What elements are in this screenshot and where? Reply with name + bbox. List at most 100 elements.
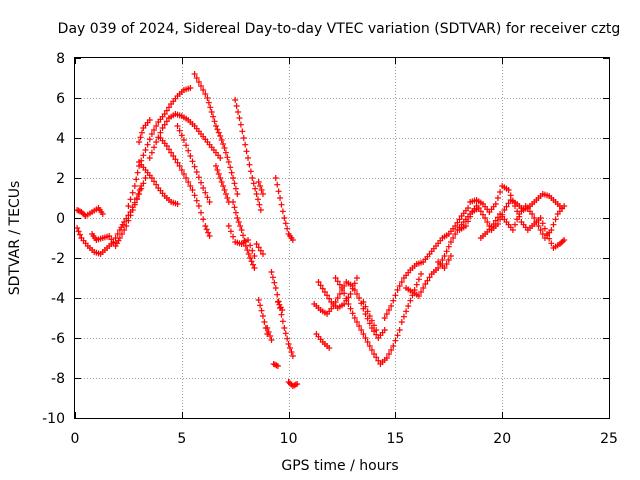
data-point bbox=[479, 211, 486, 218]
data-point bbox=[224, 154, 231, 161]
data-point bbox=[422, 281, 429, 287]
data-point bbox=[351, 315, 358, 321]
data-point bbox=[193, 75, 200, 81]
data-point bbox=[381, 327, 388, 333]
data-point bbox=[490, 221, 497, 227]
plot-frame bbox=[74, 57, 610, 419]
data-point bbox=[373, 354, 380, 361]
data-point bbox=[202, 91, 209, 97]
data-point bbox=[447, 253, 454, 259]
data-point bbox=[435, 265, 442, 271]
data-point bbox=[548, 240, 555, 247]
data-point bbox=[383, 355, 390, 361]
data-point bbox=[385, 307, 392, 313]
data-point bbox=[413, 281, 420, 288]
data-point bbox=[108, 236, 115, 243]
data-point bbox=[225, 159, 232, 165]
data-point bbox=[239, 128, 246, 135]
y-tick-label: 0 bbox=[56, 211, 65, 227]
data-point bbox=[390, 297, 397, 304]
data-point bbox=[202, 223, 209, 229]
data-point bbox=[477, 208, 484, 215]
data-point bbox=[267, 333, 274, 339]
data-point bbox=[146, 155, 153, 161]
data-point bbox=[245, 251, 252, 257]
data-point bbox=[245, 155, 252, 161]
data-point bbox=[447, 239, 454, 245]
series-arc-mid-5 bbox=[212, 163, 232, 205]
data-point bbox=[125, 217, 132, 224]
data-point bbox=[163, 107, 170, 114]
data-point bbox=[218, 137, 225, 143]
data-point bbox=[360, 331, 367, 337]
data-point bbox=[275, 188, 282, 195]
data-point bbox=[381, 315, 388, 321]
data-point bbox=[183, 142, 190, 149]
data-point bbox=[334, 295, 341, 301]
data-point bbox=[396, 283, 403, 289]
data-point bbox=[529, 211, 536, 217]
data-point bbox=[264, 325, 271, 331]
data-point bbox=[208, 109, 215, 115]
data-point bbox=[345, 301, 352, 307]
data-point bbox=[140, 180, 147, 187]
data-point bbox=[204, 194, 211, 201]
data-point bbox=[278, 311, 285, 318]
y-tick-label: 8 bbox=[56, 51, 65, 67]
data-points bbox=[74, 71, 568, 389]
data-point bbox=[274, 291, 281, 298]
data-point bbox=[165, 104, 172, 111]
data-point bbox=[189, 158, 196, 165]
data-point bbox=[512, 221, 519, 228]
data-point bbox=[195, 174, 202, 181]
data-point bbox=[227, 228, 234, 235]
data-point bbox=[250, 261, 256, 268]
data-point bbox=[237, 223, 244, 229]
data-point bbox=[251, 265, 258, 271]
data-point bbox=[539, 231, 546, 237]
data-point bbox=[204, 95, 211, 101]
data-point bbox=[144, 141, 151, 148]
data-point bbox=[550, 221, 557, 228]
data-point bbox=[326, 295, 333, 302]
data-point bbox=[185, 179, 192, 185]
data-point bbox=[205, 99, 212, 106]
data-point bbox=[561, 203, 568, 209]
data-point bbox=[176, 163, 183, 169]
data-point bbox=[392, 292, 399, 299]
data-point bbox=[148, 175, 155, 181]
data-point bbox=[375, 357, 382, 364]
data-point bbox=[531, 215, 538, 221]
data-point bbox=[358, 327, 365, 333]
data-point bbox=[257, 302, 264, 309]
series-arc-night-3 bbox=[313, 331, 333, 351]
data-point bbox=[388, 347, 395, 353]
data-point bbox=[347, 291, 354, 297]
data-point bbox=[249, 247, 256, 254]
data-point bbox=[237, 121, 244, 128]
data-point bbox=[353, 319, 360, 325]
data-point bbox=[247, 255, 254, 261]
data-point bbox=[281, 215, 288, 221]
series-arc-recovery-1 bbox=[381, 205, 472, 321]
data-point bbox=[191, 192, 198, 199]
data-point bbox=[347, 305, 354, 312]
data-point bbox=[231, 180, 238, 187]
data-point bbox=[138, 185, 145, 192]
data-point bbox=[206, 233, 213, 239]
data-point bbox=[257, 247, 264, 254]
data-point bbox=[456, 216, 463, 223]
data-point bbox=[129, 189, 136, 196]
data-point bbox=[131, 201, 138, 208]
data-point bbox=[220, 141, 227, 147]
data-point bbox=[134, 169, 141, 176]
series-arc-late-5 bbox=[253, 241, 266, 257]
data-point bbox=[317, 282, 324, 289]
data-point bbox=[287, 345, 294, 351]
series-arc-night-5 bbox=[360, 299, 380, 333]
data-point bbox=[475, 205, 482, 211]
data-point bbox=[200, 87, 207, 93]
data-point bbox=[178, 132, 185, 139]
data-point bbox=[394, 287, 401, 293]
data-point bbox=[505, 200, 512, 207]
